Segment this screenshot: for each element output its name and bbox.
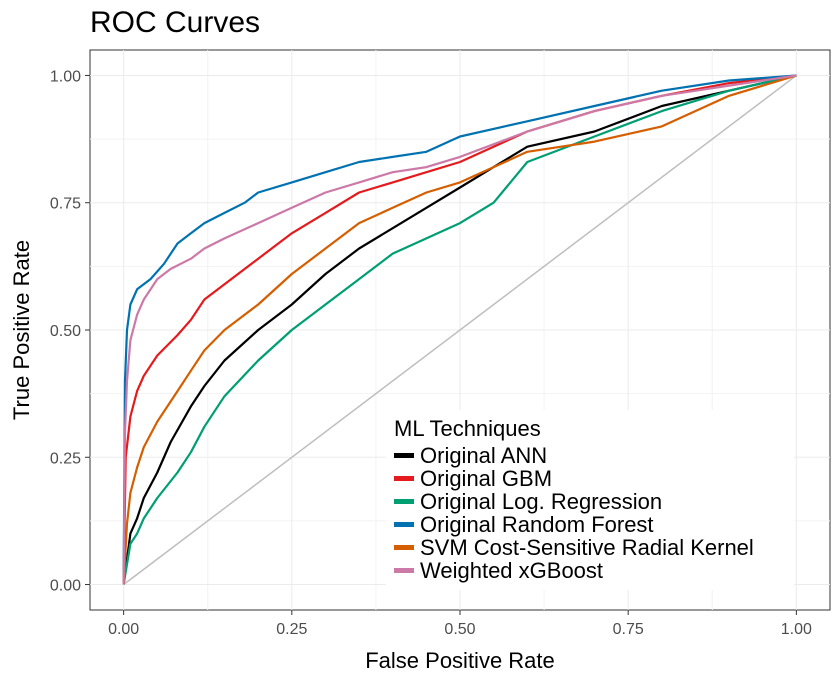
y-tick-label: 0.00 — [50, 578, 81, 595]
legend-label: Original ANN — [420, 442, 548, 468]
legend-item: Original GBM — [394, 465, 794, 491]
axis-ticks: 0.00 0.25 0.50 0.75 1.00 0.00 0.25 0.50 0.75 1.00 — [50, 68, 812, 638]
legend-key — [394, 476, 414, 481]
legend-label: SVM Cost-Sensitive Radial Kernel — [420, 534, 754, 560]
legend-key — [394, 499, 414, 504]
legend-key — [394, 568, 414, 573]
x-axis-label: False Positive Rate — [365, 648, 555, 673]
roc-line-5 — [122, 74, 797, 585]
legend-label: Original Log. Regression — [420, 488, 663, 514]
legend-item: Weighted xGBoost — [394, 557, 794, 583]
legend: ML Techniques Original ANN Original GBM … — [386, 410, 794, 590]
x-tick-label: 0.50 — [444, 621, 475, 638]
legend-label: Weighted xGBoost — [420, 557, 604, 583]
legend-label: Original Random Forest — [420, 511, 654, 537]
x-tick-label: 1.00 — [781, 621, 812, 638]
x-tick-label: 0.75 — [613, 621, 644, 638]
y-tick-label: 1.00 — [50, 68, 81, 85]
roc-line-3 — [122, 74, 797, 585]
roc-series — [122, 74, 797, 585]
legend-key — [394, 545, 414, 550]
legend-key — [394, 522, 414, 527]
legend-item: Original ANN — [394, 442, 794, 468]
x-tick-label: 0.25 — [276, 621, 307, 638]
y-tick-label: 0.25 — [50, 450, 81, 467]
roc-line-1 — [122, 74, 797, 585]
x-tick-label: 0.00 — [108, 621, 139, 638]
chart-title: ROC Curves — [90, 6, 261, 39]
legend-key — [394, 453, 414, 458]
reference-diagonal — [123, 74, 797, 586]
y-tick-label: 0.75 — [50, 196, 81, 213]
legend-title: ML Techniques — [394, 416, 541, 441]
roc-line-4 — [122, 74, 797, 585]
legend-item: SVM Cost-Sensitive Radial Kernel — [394, 534, 794, 560]
legend-item: Original Random Forest — [394, 511, 794, 537]
y-axis-label: True Positive Rate — [9, 239, 34, 421]
legend-item: Original Log. Regression — [394, 488, 794, 514]
legend-label: Original GBM — [420, 465, 553, 491]
y-tick-label: 0.50 — [50, 323, 81, 340]
roc-line-6 — [122, 74, 797, 585]
